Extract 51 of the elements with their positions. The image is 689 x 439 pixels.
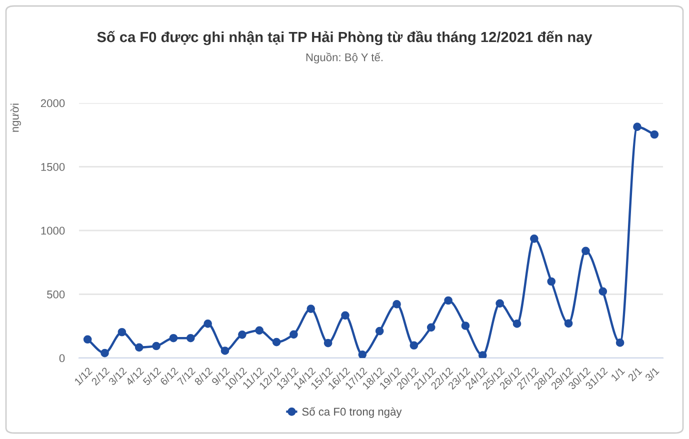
point xyxy=(426,323,436,332)
point xyxy=(410,341,418,350)
point xyxy=(358,350,367,358)
y-axis-title: người xyxy=(10,104,21,132)
point xyxy=(83,335,92,344)
chart-title: Số ca F0 được ghi nhận tại TP Hải Phòng từ đầu tháng 12/2021 đến nay xyxy=(97,30,592,46)
point xyxy=(633,122,642,132)
point xyxy=(100,348,109,358)
point xyxy=(496,299,504,308)
point xyxy=(375,326,384,336)
x-tick-label: 8/12 xyxy=(194,366,213,386)
point xyxy=(341,311,350,320)
y-tick-label: 1500 xyxy=(41,163,65,171)
point xyxy=(512,320,522,328)
point xyxy=(204,320,212,328)
point xyxy=(290,330,298,339)
point xyxy=(564,319,573,328)
point xyxy=(461,322,470,330)
point xyxy=(238,330,246,339)
point xyxy=(650,130,659,139)
x-tick-label: 1/1 xyxy=(610,366,626,382)
point xyxy=(616,338,624,347)
x-tick-label: 7/12 xyxy=(176,366,196,386)
point xyxy=(134,343,144,352)
point xyxy=(530,234,538,243)
point xyxy=(444,296,452,305)
point xyxy=(118,328,126,336)
point xyxy=(169,334,178,342)
x-tick-label: 3/12 xyxy=(108,366,127,386)
x-tick-label: 6/12 xyxy=(160,366,179,386)
point xyxy=(306,304,316,313)
point xyxy=(582,246,590,256)
y-tick-label: 2000 xyxy=(40,99,65,108)
x-tick-label: 3/1 xyxy=(644,366,660,382)
point xyxy=(220,346,230,355)
legend-label: Số ca F0 trong ngày xyxy=(302,407,402,418)
point xyxy=(478,351,487,358)
point xyxy=(152,342,160,350)
y-tick-label: 0 xyxy=(59,354,65,362)
point xyxy=(324,338,332,348)
point xyxy=(255,326,264,335)
y-tick-label: 500 xyxy=(47,290,65,298)
text: Nguồn: Bộ Y tế. xyxy=(306,52,383,64)
point xyxy=(598,287,608,296)
point xyxy=(186,334,195,342)
y-tick-label: 1000 xyxy=(41,226,65,235)
point xyxy=(547,277,556,286)
point xyxy=(392,300,401,308)
point xyxy=(272,338,281,346)
x-tick-label: 5/12 xyxy=(142,366,162,386)
x-tick-label: 2/1 xyxy=(627,366,642,382)
